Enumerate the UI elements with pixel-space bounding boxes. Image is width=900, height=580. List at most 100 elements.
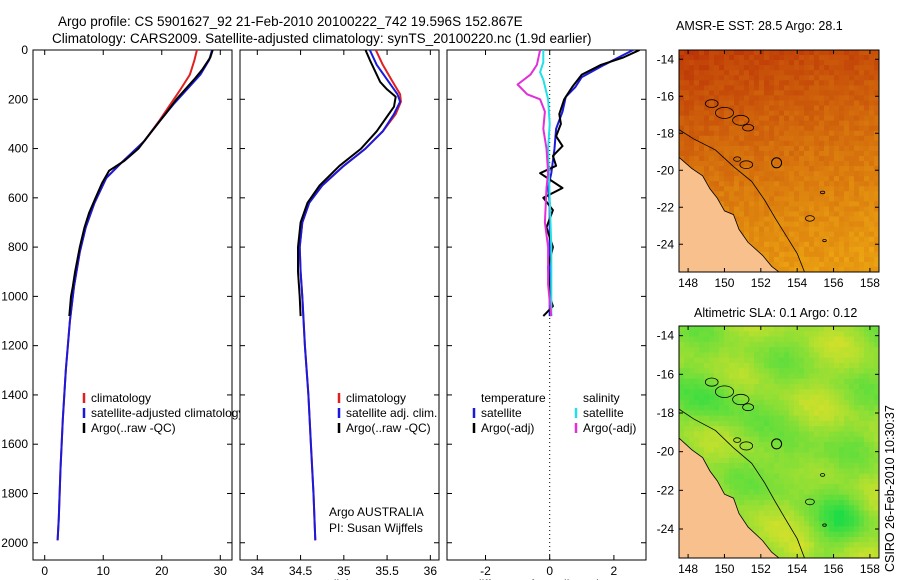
map-cell (774, 478, 780, 485)
map-cell (869, 452, 875, 459)
map-cell (799, 206, 805, 213)
map-cell (744, 378, 750, 385)
map-cell (704, 100, 710, 107)
map-cell (839, 468, 845, 475)
map-cell (784, 266, 790, 272)
map-cell (869, 75, 875, 81)
map-cell (849, 457, 855, 464)
map-cell (814, 176, 820, 182)
map-cell (844, 473, 850, 480)
map-cell (819, 266, 825, 272)
map-cell (824, 473, 830, 480)
map-cell (814, 531, 820, 538)
map-cell (874, 452, 879, 459)
map-cell (829, 341, 835, 348)
map-cell (744, 176, 750, 182)
map-cell (779, 463, 785, 469)
map-cell (794, 457, 800, 464)
map-cell (849, 236, 855, 243)
map-cell (769, 378, 775, 385)
map-cell (679, 145, 685, 152)
map-cell (714, 384, 720, 390)
map-cell (689, 399, 695, 406)
map-cell (859, 420, 865, 427)
map-cell (849, 140, 855, 147)
map-cell (754, 347, 760, 353)
map-cell (789, 246, 795, 253)
map-cell (729, 436, 735, 443)
map-cell (844, 536, 850, 543)
map-cell (854, 510, 860, 517)
map-cell (704, 65, 710, 71)
map-cell (784, 442, 790, 448)
map-cell (769, 100, 775, 107)
map-cell (794, 161, 800, 167)
map-cell (684, 341, 690, 348)
map-cell (814, 246, 820, 253)
map-cell (769, 410, 775, 417)
map-cell (834, 415, 840, 422)
map-cell (684, 80, 690, 86)
map-cell (844, 431, 850, 438)
map-cell (789, 436, 795, 443)
map-cell (804, 552, 810, 558)
map-cell (744, 191, 750, 197)
map-cell (769, 140, 775, 147)
map-cell (744, 368, 750, 375)
map-cell (684, 145, 690, 152)
map-cell (759, 55, 765, 61)
map-cell (769, 171, 775, 177)
map-cell (769, 211, 775, 218)
map-cell (864, 484, 870, 491)
map-cell (754, 135, 760, 142)
map-cell (839, 521, 845, 527)
map-cell (799, 221, 805, 228)
map-cell (754, 489, 760, 496)
map-cell (679, 436, 685, 443)
map-cell (814, 468, 820, 475)
map-cell (844, 231, 850, 238)
map-cell (834, 90, 840, 97)
map-cell (724, 447, 730, 454)
map-cell (824, 457, 830, 464)
map-cell (809, 145, 815, 152)
map-cell (779, 70, 785, 76)
map-cell (844, 468, 850, 475)
map-cell (719, 362, 725, 369)
map-cell (754, 500, 760, 506)
map-cell (714, 420, 720, 427)
map-cell (679, 426, 685, 433)
map-cell (759, 442, 765, 448)
map-cell (809, 526, 815, 533)
legend-label: satellite (583, 406, 624, 420)
map-cell (804, 221, 810, 228)
sla-map-title: Altimetric SLA: 0.1 Argo: 0.12 (694, 306, 857, 320)
map-cell (809, 447, 815, 454)
map-cell (779, 125, 785, 132)
map-cell (694, 145, 700, 152)
map-cell (709, 415, 715, 422)
map-cell (794, 206, 800, 213)
map-cell (729, 473, 735, 480)
map-cell (704, 120, 710, 127)
map-cell (864, 115, 870, 122)
map-cell (719, 368, 725, 375)
map-cell (864, 110, 870, 117)
map-cell (854, 125, 860, 132)
map-cell (729, 447, 735, 454)
map-cell (849, 494, 855, 501)
map-cell (749, 484, 755, 491)
map-cell (749, 500, 755, 506)
map-cell (699, 130, 705, 137)
map-cell (764, 442, 770, 448)
map-cell (854, 536, 860, 543)
map-cell (739, 405, 745, 411)
map-cell (744, 85, 750, 91)
map-cell (839, 181, 845, 187)
map-cell (799, 526, 805, 533)
map-cell (849, 261, 855, 268)
map-cell (874, 65, 879, 71)
map-cell (794, 399, 800, 406)
map-cell (684, 436, 690, 443)
map-cell (804, 341, 810, 348)
